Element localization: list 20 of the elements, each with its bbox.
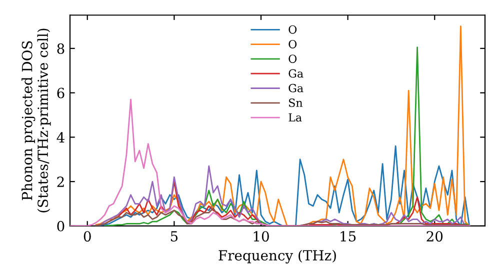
x-axis-title: Frequency (THz) <box>218 250 336 264</box>
y-tick-label: 0 <box>57 220 64 232</box>
x-tick-label: 10 <box>254 231 269 242</box>
y-tick-label: 2 <box>57 176 64 187</box>
line-series <box>70 98 470 226</box>
y-tick-label: 8 <box>57 43 64 54</box>
x-tick-label: 0 <box>84 231 91 242</box>
x-tick-label: 15 <box>340 231 356 242</box>
x-tick-label: 20 <box>426 231 443 242</box>
legend-label: O <box>288 25 297 34</box>
legend-label: Ga <box>288 84 304 92</box>
legend-label: O <box>288 54 297 64</box>
y-tick-label: 4 <box>56 132 64 142</box>
legend-label: Ga <box>288 69 304 78</box>
y-axis-title: Phonon projected DOS (States/THz·primitive cell) <box>22 28 51 212</box>
legend-label: La <box>288 113 302 122</box>
y-tick-label: 6 <box>57 88 64 98</box>
legend-label: O <box>288 40 297 48</box>
legend-label: Sn <box>289 98 303 107</box>
x-tick-label: 5 <box>170 231 178 242</box>
